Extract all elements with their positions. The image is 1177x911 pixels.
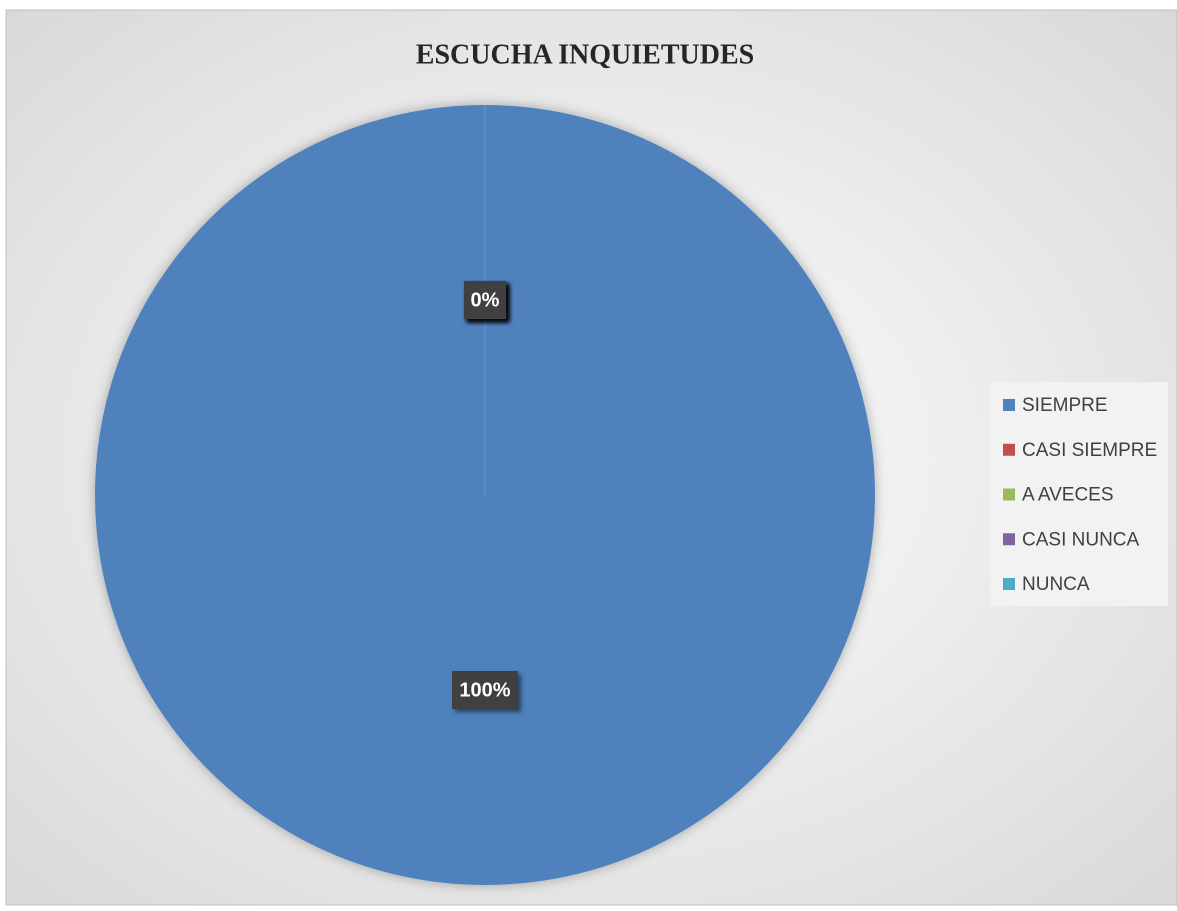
data-label-text: 100%: [459, 679, 510, 701]
chart-title: ESCUCHA INQUIETUDES: [416, 39, 754, 70]
legend: [990, 382, 1168, 606]
legend-swatch: [1003, 578, 1015, 590]
data-label: 0%: [464, 281, 506, 319]
data-label-text: 0%: [471, 289, 500, 311]
legend-label: CASI SIEMPRE: [1022, 440, 1157, 461]
legend-items: SIEMPRE CASI SIEMPRE A AVECES CASI NUNCA NUN…: [1003, 395, 1157, 595]
pie: [95, 105, 875, 885]
legend-label: A AVECES: [1022, 485, 1114, 506]
legend-swatch: [1003, 443, 1015, 456]
legend-label: SIEMPRE: [1022, 395, 1108, 416]
data-labels: 100%0%0%0%0%: [452, 281, 518, 709]
data-label-box: [452, 671, 518, 709]
legend-swatch: [1003, 533, 1015, 546]
legend-label: CASI NUNCA: [1022, 529, 1140, 550]
legend-swatch: [1003, 399, 1015, 411]
legend-swatch: [1003, 488, 1015, 501]
legend-label: NUNCA: [1022, 574, 1090, 595]
data-label: 100%: [452, 671, 518, 709]
data-label-box: [464, 281, 506, 319]
